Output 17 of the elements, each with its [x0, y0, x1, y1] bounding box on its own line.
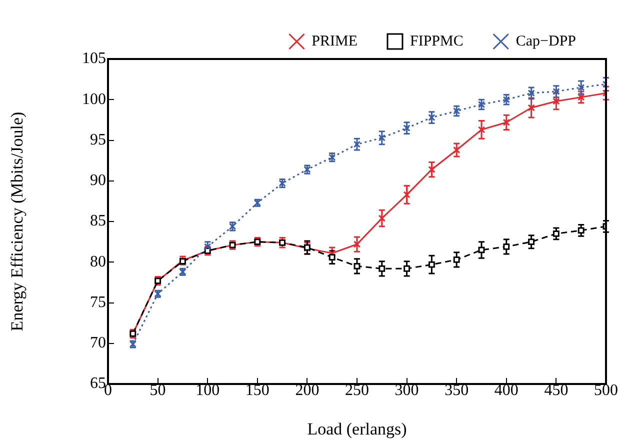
- y-tick-label: 65: [90, 375, 106, 392]
- y-tick-label: 95: [90, 131, 106, 148]
- y-axis-title: Energy Efficiency (Mbits/Joule): [8, 112, 27, 332]
- x-tick-label: 0: [104, 382, 112, 399]
- legend-label: FIPPMC: [410, 33, 464, 50]
- x-tick-label: 100: [196, 382, 220, 399]
- y-tick-label: 75: [90, 294, 106, 311]
- legend-label: Cap−DPP: [516, 33, 576, 50]
- y-tick-label: 70: [90, 334, 106, 352]
- y-tick-label: 100: [82, 90, 106, 108]
- y-tick-label: 80: [90, 253, 106, 270]
- x-axis-title: Load (erlangs): [307, 419, 407, 438]
- legend-label: PRIME: [312, 33, 358, 50]
- x-tick-label: 400: [494, 382, 518, 399]
- y-tick-label: 85: [90, 212, 106, 230]
- y-tick-label: 90: [90, 172, 106, 190]
- y-tick-label: 105: [82, 50, 106, 68]
